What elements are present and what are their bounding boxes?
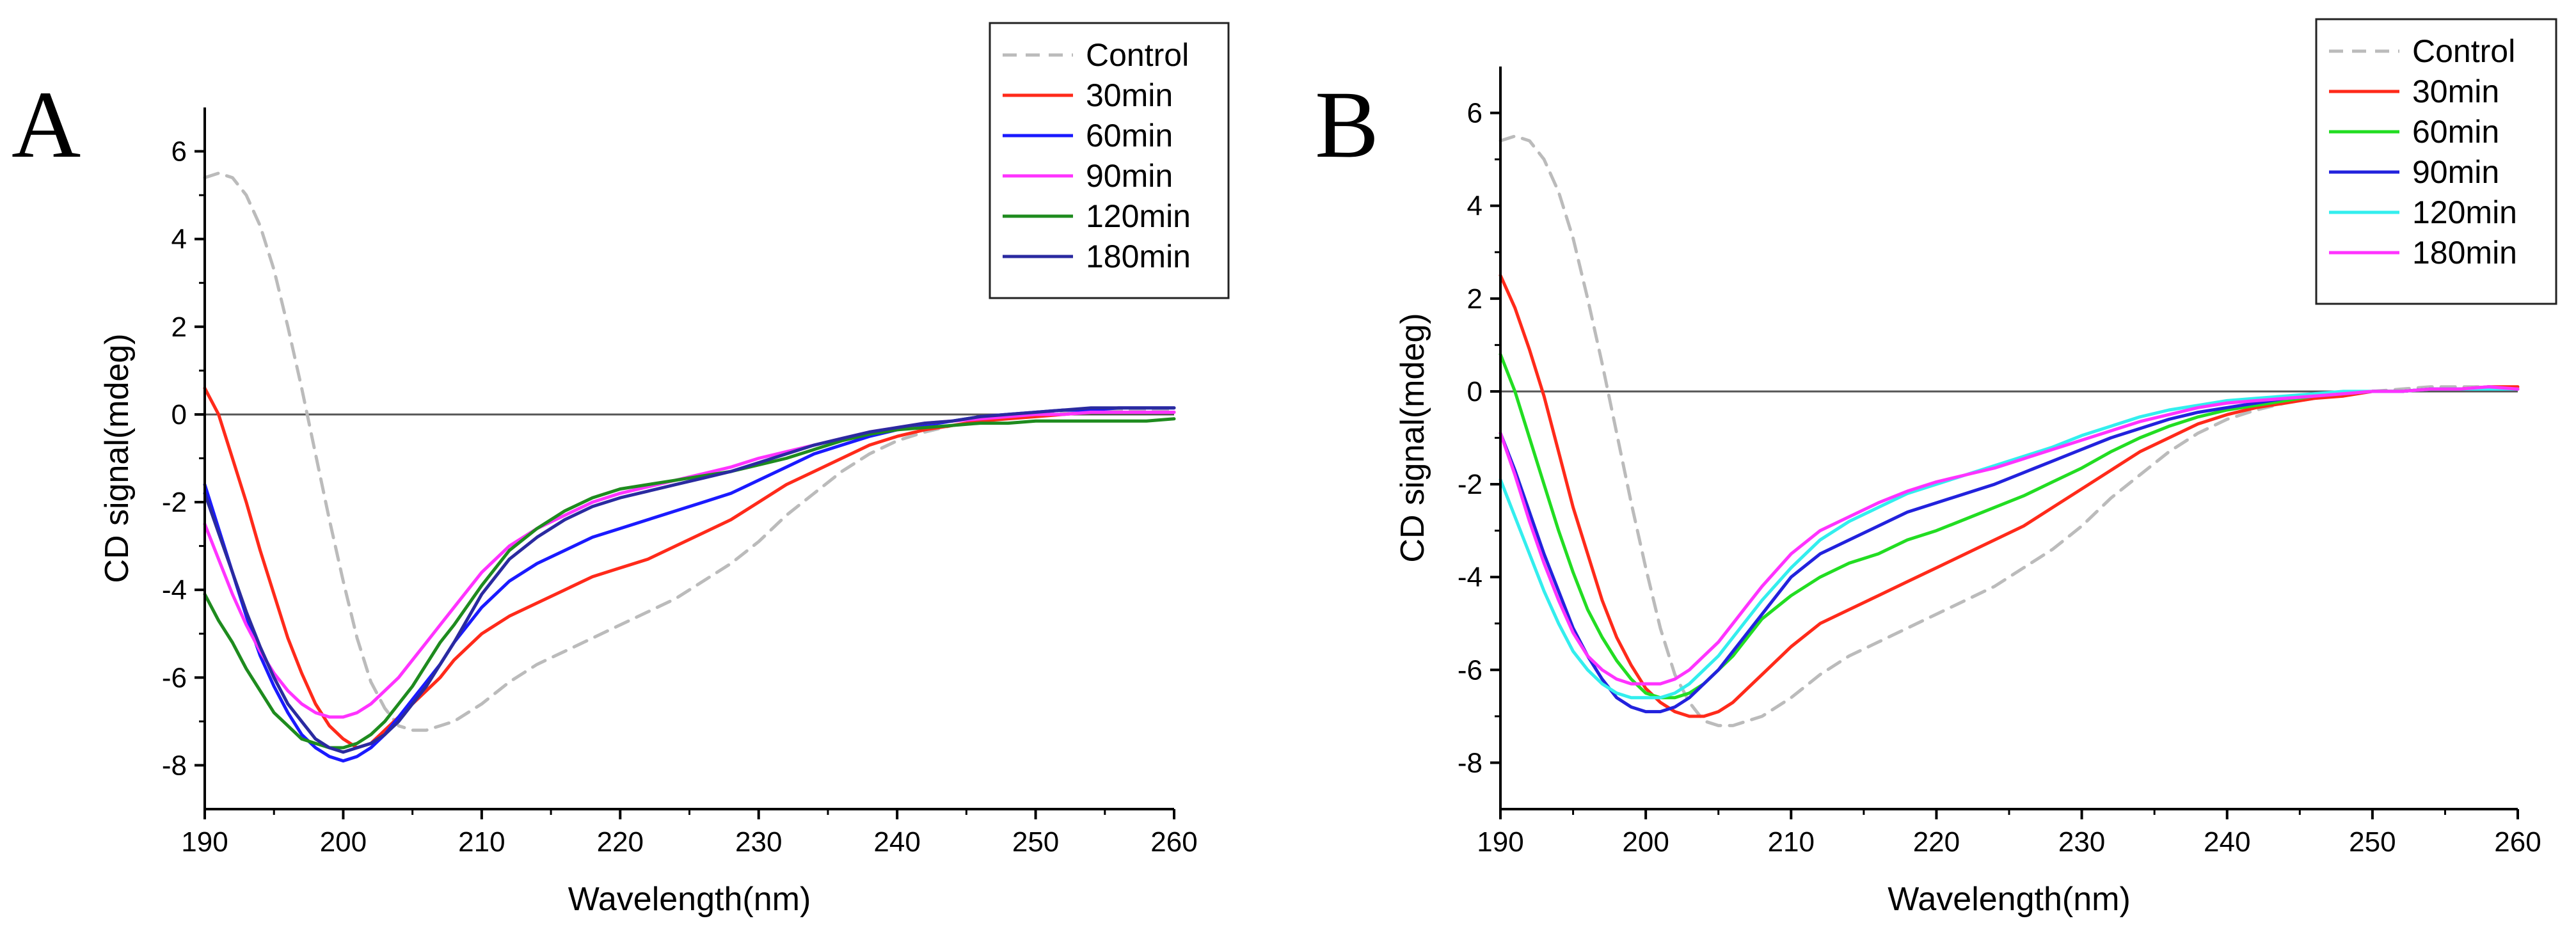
x-tick-label: 220: [597, 826, 644, 858]
y-tick-label: -6: [162, 662, 187, 693]
y-tick-label: -8: [1458, 747, 1483, 778]
y-tick-label: 6: [171, 136, 187, 168]
legend-entry: Control: [1086, 37, 1189, 73]
legend: Control 30min 60min 90min 120min 180min: [2315, 18, 2557, 305]
x-tick-label: 190: [181, 826, 228, 858]
y-axis-title: CD signal(mdeg): [99, 333, 136, 583]
x-axis-title: Wavelength(nm): [568, 881, 811, 918]
legend-entry: 180min: [1086, 239, 1191, 274]
y-tick-label: 0: [1467, 376, 1483, 407]
series-line-90min: [1499, 387, 2520, 714]
x-axis-title: Wavelength(nm): [1888, 881, 2131, 918]
x-tick-label: 240: [873, 826, 920, 858]
panel-b: B 190 200 210 220 230 240 250 260 -8 -6 -4 -2 0 2 4 6 Wav…: [1315, 18, 2557, 918]
x-tick-label: 230: [2058, 826, 2105, 858]
legend-entry: 30min: [2412, 74, 2499, 109]
series-line-30min: [1499, 274, 2520, 718]
x-tick-label: 220: [1913, 826, 1960, 858]
panel-a: A 190 200 210 220 230 240 250 260 -8 -6 -4 -2 0 2 4 6 Wav…: [12, 22, 1230, 918]
y-tick-label: -2: [162, 487, 187, 518]
series-line-180min: [1499, 385, 2520, 686]
legend-entry: 90min: [2412, 154, 2499, 190]
y-tick-label: -4: [1458, 562, 1483, 593]
y-tick-label: 6: [1467, 98, 1483, 129]
legend-box: [989, 22, 1230, 299]
legend-entry: 60min: [2412, 114, 2499, 150]
y-tick-label: 4: [1467, 191, 1483, 222]
x-tick-label: 210: [458, 826, 505, 858]
series-line-60min: [1499, 352, 2520, 700]
series-line-180min: [203, 406, 1176, 754]
x-tick-label: 260: [1150, 826, 1197, 858]
x-tick-label: 260: [2494, 826, 2541, 858]
legend-entry: 30min: [1086, 77, 1173, 113]
y-axis-title: CD signal(mdeg): [1394, 313, 1431, 562]
x-tick-label: 200: [1622, 826, 1669, 858]
legend-entry: 180min: [2412, 235, 2517, 271]
y-tick-label: 0: [171, 399, 187, 430]
y-tick-label: 2: [1467, 283, 1483, 315]
y-tick-label: -4: [162, 574, 187, 606]
legend-entry: 120min: [2412, 194, 2517, 230]
y-tick-label: -6: [1458, 654, 1483, 686]
legend-box: [2315, 18, 2557, 305]
series-line-120min: [1499, 387, 2520, 700]
legend: Control 30min 60min 90min 120min 180min: [989, 22, 1230, 299]
series-line-30min: [203, 386, 1176, 750]
series-line-60min: [203, 406, 1176, 763]
panel-label: B: [1315, 72, 1379, 178]
legend-entry: 60min: [1086, 118, 1173, 154]
x-tick-label: 210: [1768, 826, 1815, 858]
x-tick-label: 240: [2204, 826, 2250, 858]
legend-entry: Control: [2412, 33, 2515, 69]
x-tick-label: 190: [1477, 826, 1523, 858]
x-tick-label: 200: [320, 826, 367, 858]
x-tick-label: 230: [735, 826, 782, 858]
series-line-120min: [203, 417, 1176, 750]
x-tick-label: 250: [2349, 826, 2396, 858]
legend-entry: 120min: [1086, 198, 1191, 234]
y-tick-label: 4: [171, 224, 187, 255]
y-tick-label: 2: [171, 311, 187, 343]
y-tick-label: -8: [162, 750, 187, 781]
series-line-90min: [203, 411, 1176, 719]
panel-label: A: [12, 72, 81, 178]
legend-entry: 90min: [1086, 158, 1173, 194]
y-tick-label: -2: [1458, 469, 1483, 500]
x-tick-label: 250: [1012, 826, 1059, 858]
